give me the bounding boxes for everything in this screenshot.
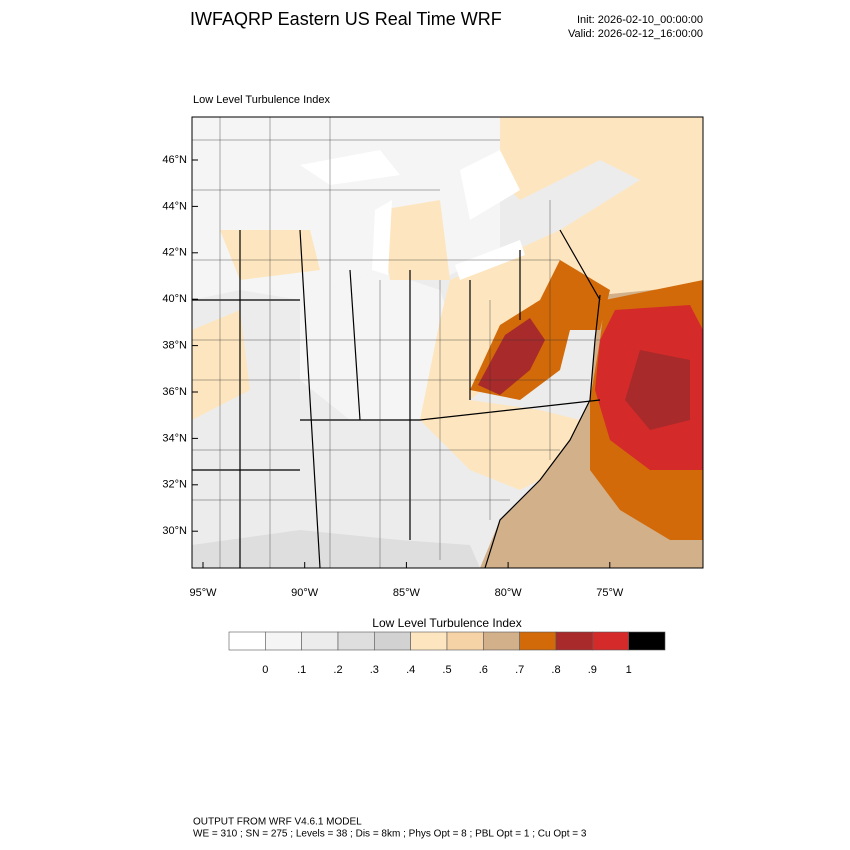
lat-tick-label: 46°N: [162, 154, 187, 166]
colorbar-box: [301, 631, 339, 651]
lon-tick-label: 90°W: [291, 587, 319, 599]
colorbar-box: [519, 631, 557, 651]
lat-tick-label: 30°N: [162, 525, 187, 537]
colorbar-box: [410, 631, 448, 651]
map: [192, 117, 703, 568]
valid-time: Valid: 2026-02-12_16:00:00: [568, 28, 703, 40]
colorbar-label: .6: [479, 664, 488, 676]
colorbar-label: 0: [262, 664, 268, 676]
lat-tick-label: 34°N: [162, 432, 187, 444]
colorbar-label: 1: [626, 664, 632, 676]
colorbar-box: [374, 631, 411, 651]
lon-tick-label: 85°W: [393, 587, 421, 599]
lon-tick-label: 80°W: [495, 587, 523, 599]
colorbar-label: .9: [588, 664, 597, 676]
footer-line: OUTPUT FROM WRF V4.6.1 MODEL: [193, 817, 362, 828]
lake: [372, 200, 392, 275]
colorbar-label: .7: [515, 664, 524, 676]
lon-tick-label: 95°W: [189, 587, 217, 599]
lat-tick-label: 44°N: [162, 200, 187, 212]
county-border: [192, 117, 600, 568]
field-moderate: [420, 400, 580, 490]
field-severe: [478, 318, 545, 395]
colorbar-label: .3: [370, 664, 379, 676]
colorbar-label: .2: [333, 664, 342, 676]
field-severe: [625, 350, 690, 430]
lon-axis: 95°W 90°W 85°W 80°W 75°W: [189, 562, 624, 599]
lon-tick-label: 75°W: [596, 587, 624, 599]
colorbar-label: .5: [442, 664, 451, 676]
title: IWFAQRP Eastern US Real Time WRF: [190, 9, 502, 29]
lake: [300, 150, 400, 185]
footer-line: WE = 310 ; SN = 275 ; Levels = 38 ; Dis …: [193, 829, 587, 840]
colorbar-box: [555, 631, 593, 651]
colorbar-label: .4: [406, 664, 415, 676]
lake: [460, 150, 520, 220]
field-moderate: [192, 310, 250, 420]
colorbar-label: .8: [551, 664, 560, 676]
lat-axis: 46°N 44°N 42°N 40°N 38°N 36°N 34°N 32°N 30°N: [162, 154, 198, 537]
lat-tick-label: 40°N: [162, 293, 187, 305]
lat-tick-label: 32°N: [162, 479, 187, 491]
colorbar-box: [628, 631, 666, 651]
map-frame: [191, 116, 704, 569]
lat-tick-label: 38°N: [162, 340, 187, 352]
colorbar-box: [483, 631, 520, 651]
field-high: [540, 260, 610, 330]
field-moderate: [500, 117, 703, 200]
lat-tick-label: 36°N: [162, 386, 187, 398]
colorbar-box: [337, 631, 375, 651]
colorbar-box: [228, 631, 266, 651]
colorbar-box: [265, 631, 302, 651]
field-gulf: [192, 530, 480, 568]
colorbar-box: [446, 631, 484, 651]
map-label: Low Level Turbulence Index: [193, 94, 330, 106]
colorbar-title: Low Level Turbulence Index: [372, 616, 521, 630]
lat-tick-label: 42°N: [162, 247, 187, 259]
colorbar: 0 .1 .2 .3 .4 .5 .6 .7 .8 .9 1: [228, 631, 666, 676]
init-time: Init: 2026-02-10_00:00:00: [577, 14, 703, 26]
colorbar-box: [592, 631, 629, 651]
colorbar-label: .1: [297, 664, 306, 676]
